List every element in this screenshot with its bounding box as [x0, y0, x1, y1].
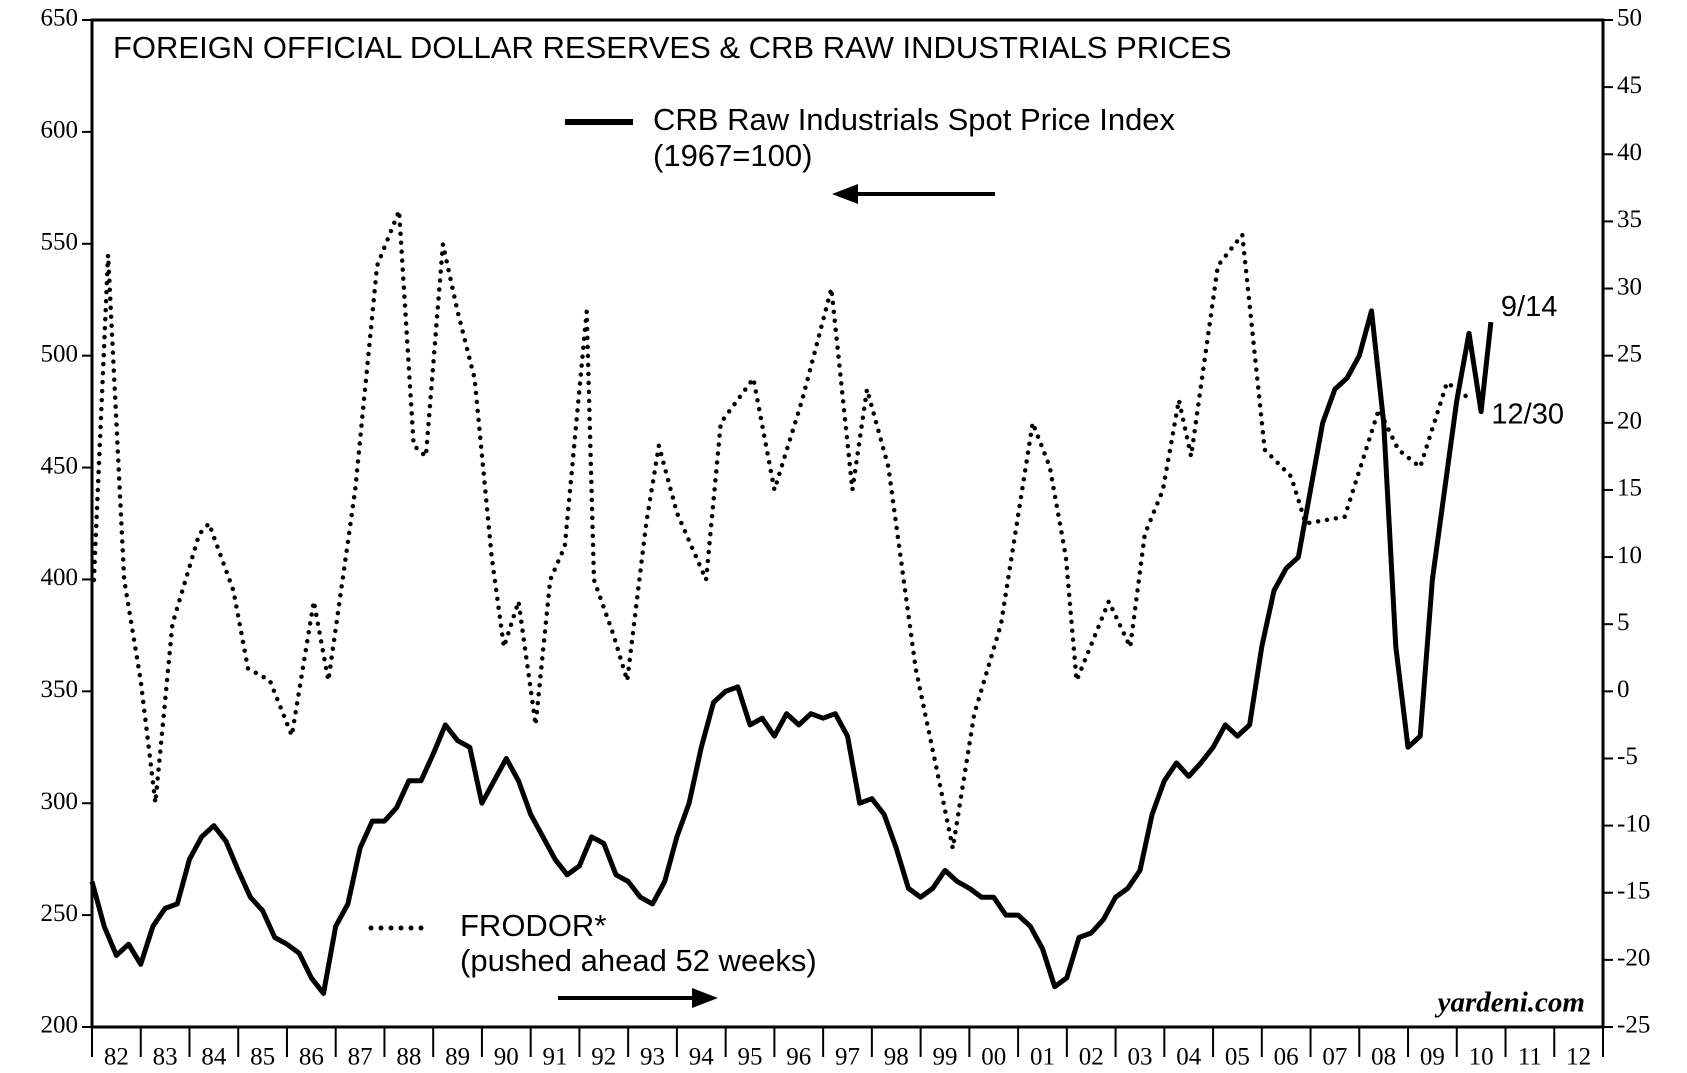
x-tick-label: 87	[348, 1044, 373, 1071]
y2-tick-label: 50	[1617, 5, 1642, 32]
source: yardeni.com	[1435, 987, 1585, 1019]
y-tick-label: 450	[41, 452, 79, 479]
x-tick-label: 85	[250, 1044, 275, 1071]
end-label: 12/30	[1491, 399, 1564, 431]
y2-tick-label: 15	[1617, 475, 1642, 502]
x-tick-label: 04	[1176, 1044, 1202, 1071]
x-tick-label: 98	[884, 1044, 909, 1071]
series-line	[89, 308, 1494, 996]
x-tick-label: 12	[1566, 1044, 1591, 1071]
x-tick-label: 84	[201, 1044, 227, 1071]
x-tick-label: 95	[738, 1044, 763, 1071]
x-tick-label: 01	[1030, 1044, 1055, 1071]
series-line	[91, 208, 1474, 851]
chart-title: FOREIGN OFFICIAL DOLLAR RESERVES & CRB R…	[113, 30, 1232, 65]
x-tick-label: 92	[591, 1044, 616, 1071]
x-tick-label: 05	[1225, 1044, 1250, 1071]
arrow-head	[832, 184, 858, 204]
y2-tick-label: 5	[1617, 609, 1630, 636]
y-tick-label: 500	[41, 340, 79, 367]
y2-tick-label: 30	[1617, 273, 1642, 300]
x-tick-label: 02	[1079, 1044, 1104, 1071]
y-tick-label: 200	[41, 1012, 79, 1039]
x-tick-label: 86	[299, 1044, 324, 1071]
legend-note: (1967=100)	[653, 138, 812, 173]
x-tick-label: 94	[689, 1044, 715, 1071]
arrow-head	[692, 988, 718, 1008]
x-tick-label: 91	[543, 1044, 568, 1071]
y-tick-label: 300	[41, 788, 79, 815]
x-tick-label: 97	[835, 1044, 860, 1071]
x-tick-label: 08	[1371, 1044, 1396, 1071]
y-tick-label: 350	[41, 676, 79, 703]
x-tick-label: 99	[932, 1044, 957, 1071]
x-tick-label: 88	[396, 1044, 421, 1071]
x-tick-label: 10	[1469, 1044, 1494, 1071]
y2-tick-label: -15	[1617, 877, 1650, 904]
y2-tick-label: 10	[1617, 542, 1642, 569]
x-tick-label: 00	[981, 1044, 1006, 1071]
y-tick-label: 650	[41, 5, 79, 32]
x-tick-label: 83	[153, 1044, 178, 1071]
y2-tick-label: -20	[1617, 945, 1650, 972]
x-tick-label: 96	[786, 1044, 811, 1071]
y2-tick-label: 35	[1617, 206, 1642, 233]
plot-frame	[90, 18, 1605, 1029]
y-tick-label: 600	[41, 117, 79, 144]
y2-tick-label: 40	[1617, 139, 1642, 166]
y2-tick-label: -10	[1617, 810, 1650, 837]
x-tick-label: 82	[104, 1044, 129, 1071]
x-tick-label: 11	[1518, 1044, 1542, 1071]
end-label: 9/14	[1501, 291, 1557, 323]
legend-label: FRODOR*	[460, 908, 606, 943]
legend-label: CRB Raw Industrials Spot Price Index	[653, 102, 1176, 137]
y2-tick-label: -5	[1617, 743, 1638, 770]
x-tick-label: 89	[445, 1044, 470, 1071]
x-tick-label: 09	[1420, 1044, 1445, 1071]
y2-tick-label: 0	[1617, 676, 1630, 703]
y2-tick-label: 20	[1617, 408, 1642, 435]
y2-tick-label: -25	[1617, 1012, 1650, 1039]
x-tick-label: 03	[1127, 1044, 1152, 1071]
x-tick-label: 90	[494, 1044, 519, 1071]
y-tick-label: 550	[41, 229, 79, 256]
y-tick-label: 250	[41, 900, 79, 927]
x-tick-label: 93	[640, 1044, 665, 1071]
legend-note: (pushed ahead 52 weeks)	[460, 943, 817, 978]
y2-tick-label: 25	[1617, 340, 1642, 367]
y2-tick-label: 45	[1617, 72, 1642, 99]
x-tick-label: 06	[1274, 1044, 1299, 1071]
x-tick-label: 07	[1322, 1044, 1347, 1071]
y-tick-label: 400	[41, 564, 79, 591]
